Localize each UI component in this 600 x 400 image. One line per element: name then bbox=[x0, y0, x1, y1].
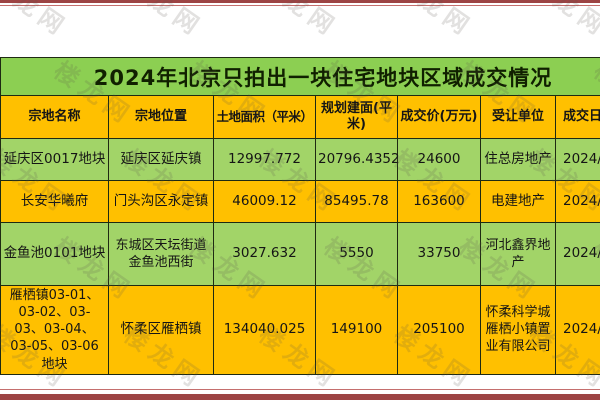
table-cell: 205100 bbox=[397, 285, 481, 375]
table-cell: 5550 bbox=[315, 222, 398, 286]
watermark-stamp: 楼龙网 bbox=[388, 0, 479, 43]
table-cell: 2024/1 bbox=[554, 138, 600, 181]
table-cell: 134040.025 bbox=[213, 285, 316, 375]
table-cell: 85495.78 bbox=[315, 180, 398, 223]
bottom-frame-thin-line bbox=[0, 389, 600, 390]
table-cell: 24600 bbox=[397, 138, 481, 181]
page-title: 2024年北京只拍出一块住宅地块区域成交情况 bbox=[0, 57, 600, 96]
table-cell: 20796.4352 bbox=[315, 138, 400, 181]
table-cell: 雁栖镇03-01、03-02、03-03、03-04、03-05、03-06地块 bbox=[0, 285, 109, 375]
column-header-planned-area: 规划建面(平米) bbox=[315, 95, 398, 139]
table-row: 长安华曦府 门头沟区永定镇 46009.12 85495.78 163600 电… bbox=[0, 180, 600, 223]
table-cell: 河北鑫界地产 bbox=[480, 222, 556, 286]
bottom-frame-line bbox=[0, 394, 600, 400]
column-header-plot-location: 宗地位置 bbox=[108, 95, 214, 139]
table-cell: 延庆区0017地块 bbox=[0, 138, 109, 181]
watermark-stamp: 楼龙网 bbox=[0, 0, 74, 43]
table-cell: 怀柔科学城雁栖小镇置业有限公司 bbox=[480, 285, 556, 375]
top-frame-line bbox=[0, 0, 600, 3]
table-cell: 住总房地产 bbox=[480, 138, 556, 181]
table-cell: 33750 bbox=[397, 222, 481, 286]
column-header-plot-name: 宗地名称 bbox=[0, 95, 109, 139]
title-banner-row: 2024年北京只拍出一块住宅地块区域成交情况 bbox=[0, 57, 600, 96]
table-cell: 149100 bbox=[315, 285, 398, 375]
watermark-stamp: 楼龙网 bbox=[253, 0, 344, 43]
table-cell: 163600 bbox=[397, 180, 481, 223]
table-cell: 东城区天坛街道金鱼池西街 bbox=[108, 222, 214, 286]
column-header-buyer: 受让单位 bbox=[480, 95, 556, 139]
table-cell: 长安华曦府 bbox=[0, 180, 109, 223]
table-row: 金鱼池0101地块 东城区天坛街道金鱼池西街 3027.632 5550 337… bbox=[0, 222, 600, 286]
table-cell: 2024/ bbox=[554, 180, 600, 223]
top-frame-thin-line bbox=[0, 5, 600, 6]
watermark-stamp: 楼龙网 bbox=[523, 0, 600, 43]
column-header-land-area: 土地面积（平米） bbox=[213, 95, 316, 139]
table-cell: 金鱼池0101地块 bbox=[0, 222, 109, 286]
table-cell: 2024/ bbox=[554, 285, 600, 375]
table-cell: 延庆区延庆镇 bbox=[108, 138, 214, 181]
column-header-deal-price: 成交价(万元) bbox=[397, 95, 481, 139]
column-header-deal-date: 成交日期 bbox=[554, 95, 600, 139]
watermark-stamp: 楼龙网 bbox=[118, 0, 209, 43]
land-auction-table: 2024年北京只拍出一块住宅地块区域成交情况 宗地名称 宗地位置 土地面积（平米… bbox=[0, 57, 600, 375]
table-cell: 怀柔区雁栖镇 bbox=[108, 285, 214, 375]
table-cell: 12997.772 bbox=[213, 138, 316, 181]
table-header-row: 宗地名称 宗地位置 土地面积（平米） 规划建面(平米) 成交价(万元) 受让单位… bbox=[0, 95, 600, 139]
table-row: 延庆区0017地块 延庆区延庆镇 12997.772 20796.4352 24… bbox=[0, 138, 600, 181]
table-cell: 门头沟区永定镇 bbox=[108, 180, 214, 223]
table-cell: 2024/ bbox=[554, 222, 600, 286]
table-cell: 46009.12 bbox=[213, 180, 316, 223]
table-cell: 3027.632 bbox=[213, 222, 316, 286]
table-cell: 电建地产 bbox=[480, 180, 556, 223]
table-row: 雁栖镇03-01、03-02、03-03、03-04、03-05、03-06地块… bbox=[0, 285, 600, 375]
